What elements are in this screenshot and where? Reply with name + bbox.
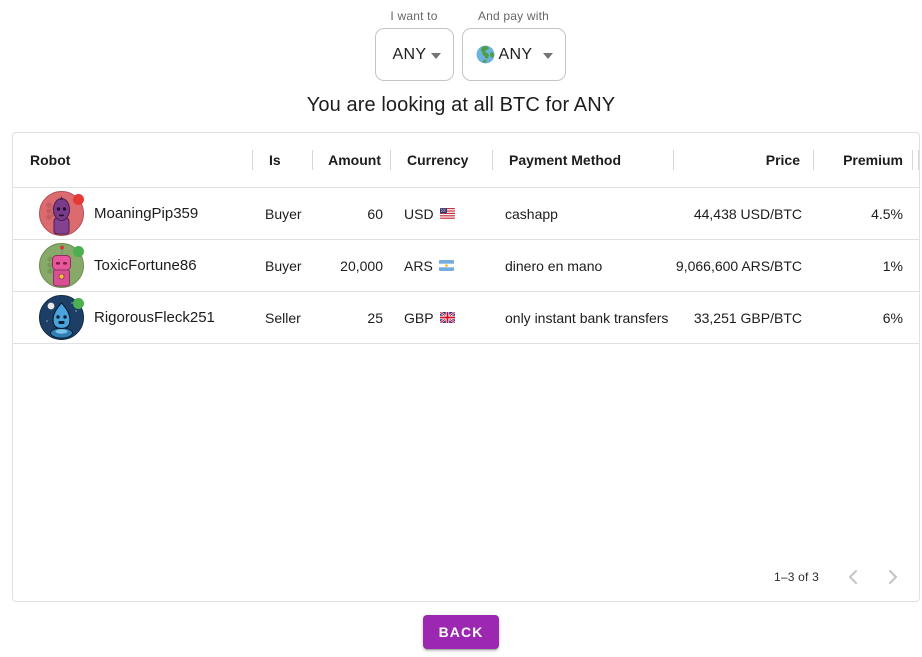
us-flag-icon [439, 208, 455, 219]
table-row[interactable]: MoaningPip359 Buyer 60 USD cashapp 44,43… [13, 188, 919, 240]
column-header-amount[interactable]: Amount [313, 133, 391, 187]
pay-select[interactable]: ANY [461, 28, 566, 81]
robot-nickname: MoaningPip359 [94, 205, 199, 222]
column-header-is[interactable]: Is [253, 133, 313, 187]
status-dot [73, 194, 84, 205]
is-cell: Buyer [265, 205, 302, 222]
robot-avatar [39, 295, 84, 340]
pay-select-value: ANY [498, 45, 533, 63]
globe-icon [476, 45, 494, 64]
want-select[interactable]: ANY [374, 28, 454, 81]
is-cell: Seller [265, 309, 301, 326]
currency-code: GBP [404, 309, 434, 326]
pagination-range-label: 1–3 of 3 [774, 570, 819, 584]
want-select-label: I want to [390, 9, 438, 23]
payment-method-cell: only instant bank transfers [505, 309, 669, 326]
page-title: You are looking at all BTC for ANY [306, 94, 616, 116]
column-header-premium[interactable]: Premium [814, 133, 913, 187]
table-empty-area [13, 344, 919, 553]
table-row[interactable]: RigorousFleck251 Seller 25 GBP only inst… [13, 292, 919, 344]
chevron-left-icon [849, 570, 857, 584]
currency-code: ARS [404, 257, 433, 274]
want-select-value: ANY [392, 45, 427, 63]
previous-page-button[interactable] [833, 557, 873, 597]
column-header-robot[interactable]: Robot [13, 133, 253, 187]
amount-cell: 25 [367, 309, 383, 326]
status-dot [73, 246, 84, 257]
currency-cell: USD [391, 188, 493, 239]
column-header-spacer [913, 133, 919, 187]
robot-nickname: RigorousFleck251 [94, 309, 215, 326]
payment-method-cell: cashapp [505, 205, 558, 222]
is-cell: Buyer [265, 257, 302, 274]
status-dot [73, 298, 84, 309]
robot-avatar [39, 191, 84, 236]
column-header-payment-method[interactable]: Payment Method [493, 133, 674, 187]
price-cell: 9,066,600 ARS/BTC [675, 257, 802, 274]
table-header-row: Robot Is Amount Currency Payment Method … [13, 133, 919, 188]
chevron-down-icon [542, 52, 553, 59]
currency-cell: ARS [391, 240, 493, 291]
filter-bar: I want to ANY And pay with ANY [18, 0, 922, 81]
premium-cell: 6% [882, 309, 903, 326]
amount-cell: 60 [367, 205, 383, 222]
robot-avatar [39, 243, 84, 288]
premium-cell: 1% [882, 257, 903, 274]
table-row[interactable]: ToxicFortune86 Buyer 20,000 ARS dinero e… [13, 240, 919, 292]
robot-nickname: ToxicFortune86 [94, 257, 197, 274]
currency-cell: GBP [391, 292, 493, 343]
pay-select-label: And pay with [477, 9, 550, 23]
chevron-right-icon [889, 570, 897, 584]
column-header-currency[interactable]: Currency [391, 133, 493, 187]
currency-code: USD [404, 205, 434, 222]
back-button[interactable]: BACK [422, 615, 500, 649]
next-page-button[interactable] [873, 557, 913, 597]
order-book-table: Robot Is Amount Currency Payment Method … [12, 132, 920, 602]
price-cell: 33,251 GBP/BTC [693, 309, 802, 326]
ar-flag-icon [438, 260, 454, 271]
premium-cell: 4.5% [871, 205, 903, 222]
payment-method-cell: dinero en mano [505, 257, 603, 274]
table-footer: 1–3 of 3 [13, 553, 919, 601]
column-header-price[interactable]: Price [674, 133, 814, 187]
chevron-down-icon [430, 52, 441, 59]
gb-flag-icon [439, 312, 455, 323]
price-cell: 44,438 USD/BTC [693, 205, 802, 222]
amount-cell: 20,000 [340, 257, 383, 274]
